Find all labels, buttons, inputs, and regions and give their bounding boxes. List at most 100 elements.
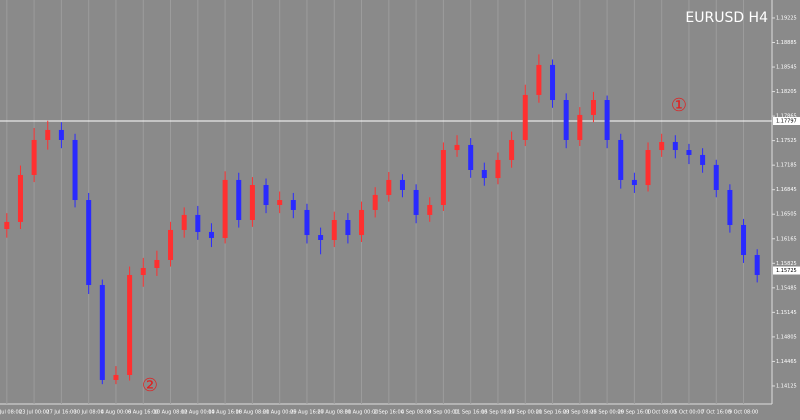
price-tag-label: 1.17797 (776, 119, 797, 125)
y-tick-label: 1.19225 (776, 15, 797, 21)
x-tick-label: 17 Sep 00:00 (509, 410, 542, 416)
candle-body (263, 185, 269, 205)
y-tick-label: 1.15145 (776, 310, 797, 316)
x-tick-label: 23 Sep 08:00 (563, 410, 596, 416)
candle-body (127, 274, 133, 375)
x-tick-label: 25 Sep 00:00 (590, 410, 623, 416)
candle-body (31, 139, 37, 175)
candle-body (113, 374, 119, 380)
candle-body (686, 150, 692, 155)
candle-body (754, 254, 760, 275)
x-tick-label: 23 Jul 00:00 (19, 410, 49, 416)
x-tick-label: 18 Aug 08:00 (236, 410, 270, 416)
price-tag (773, 117, 800, 126)
candle-body (454, 144, 460, 151)
y-tick-label: 1.17865 (776, 114, 797, 120)
y-tick-label: 1.18205 (776, 89, 797, 95)
y-tick-label: 1.16505 (776, 212, 797, 218)
candle-body (236, 179, 242, 221)
x-tick-label: 21 Aug 00:00 (263, 410, 297, 416)
candle-body (427, 204, 433, 215)
candle-body (345, 220, 351, 236)
candle-body (563, 100, 569, 140)
x-tick-label: 10 Aug 08:00 (154, 410, 188, 416)
candle-body (181, 214, 187, 230)
x-tick-label: 12 Aug 00:00 (181, 410, 215, 416)
candle-body (222, 179, 228, 238)
candle-body (45, 129, 51, 140)
chart-title: EURUSD H4 (685, 10, 768, 26)
candle-body (645, 150, 651, 186)
candle-body (536, 64, 542, 95)
candle-body (318, 235, 324, 240)
candle-body (604, 100, 610, 140)
x-tick-label: 14 Aug 16:00 (208, 410, 242, 416)
candle-body (386, 179, 392, 195)
candle-body (659, 142, 665, 151)
candle-body (331, 220, 337, 240)
candle-body (509, 139, 515, 160)
x-tick-label: 25 Aug 16:00 (290, 410, 324, 416)
x-tick-label: 7 Oct 16:00 (702, 410, 731, 416)
y-tick-label: 1.17525 (776, 138, 797, 144)
x-tick-label: 27 Jul 16:00 (46, 410, 76, 416)
candle-body (195, 214, 201, 232)
candle-body (208, 231, 214, 238)
x-tick-label: 21 Jul 08:00 (0, 410, 22, 416)
y-tick-label: 1.18885 (776, 40, 797, 46)
y-tick-label: 1.14465 (776, 359, 797, 365)
x-tick-label: 6 Aug 16:00 (128, 410, 159, 416)
x-tick-label: 1 Oct 08:00 (647, 410, 676, 416)
x-tick-label: 31 Aug 00:00 (345, 410, 379, 416)
annotation: ② (142, 375, 158, 396)
y-tick-label: 1.17185 (776, 163, 797, 169)
candle-body (700, 154, 706, 165)
x-tick-label: 29 Sep 16:00 (618, 410, 651, 416)
candle-body (72, 139, 78, 201)
x-tick-label: 27 Aug 08:00 (317, 410, 351, 416)
x-tick-label: 4 Sep 08:00 (401, 410, 431, 416)
candle-body (713, 164, 719, 190)
candle-body (168, 229, 174, 260)
candle-body (277, 200, 283, 205)
candle-body (522, 94, 528, 140)
x-tick-label: 15 Sep 08:00 (481, 410, 514, 416)
y-tick-label: 1.16845 (776, 187, 797, 193)
x-tick-label: 5 Oct 00:00 (674, 410, 703, 416)
x-tick-label: 4 Aug 00:00 (101, 410, 132, 416)
candle-body (290, 200, 296, 210)
candle-body (154, 259, 160, 268)
x-tick-label: 9 Oct 08:00 (729, 410, 758, 416)
y-tick-label: 1.15825 (776, 261, 797, 267)
candle-body (399, 179, 405, 190)
y-tick-label: 1.16165 (776, 236, 797, 242)
candle-body (304, 209, 310, 236)
y-tick-label: 1.14125 (776, 383, 797, 389)
candle-body (618, 139, 624, 180)
candle-body (413, 189, 419, 215)
y-tick-label: 1.14805 (776, 334, 797, 340)
candle-body (4, 221, 10, 230)
x-tick-label: 21 Sep 16:00 (536, 410, 569, 416)
candle-body (440, 150, 446, 205)
candle-body (58, 129, 64, 140)
x-tick-label: 30 Jul 08:00 (74, 410, 104, 416)
candle-body (249, 185, 255, 221)
y-tick-label: 1.15485 (776, 285, 797, 291)
candle-body (495, 159, 501, 179)
candle-body (577, 114, 583, 140)
candle-body (727, 189, 733, 225)
candle-body (481, 169, 487, 179)
x-tick-label: 9 Sep 00:00 (428, 410, 458, 416)
x-tick-label: 11 Sep 16:00 (454, 410, 487, 416)
candle-body (86, 200, 92, 286)
y-tick-label: 1.18545 (776, 65, 797, 71)
current-price-label: 1.15725 (776, 268, 797, 274)
candle-body (140, 267, 146, 275)
annotation: ① (671, 95, 687, 116)
candle-body (99, 285, 105, 380)
x-tick-label: 2 Sep 16:00 (374, 410, 404, 416)
candle-body (468, 144, 474, 170)
